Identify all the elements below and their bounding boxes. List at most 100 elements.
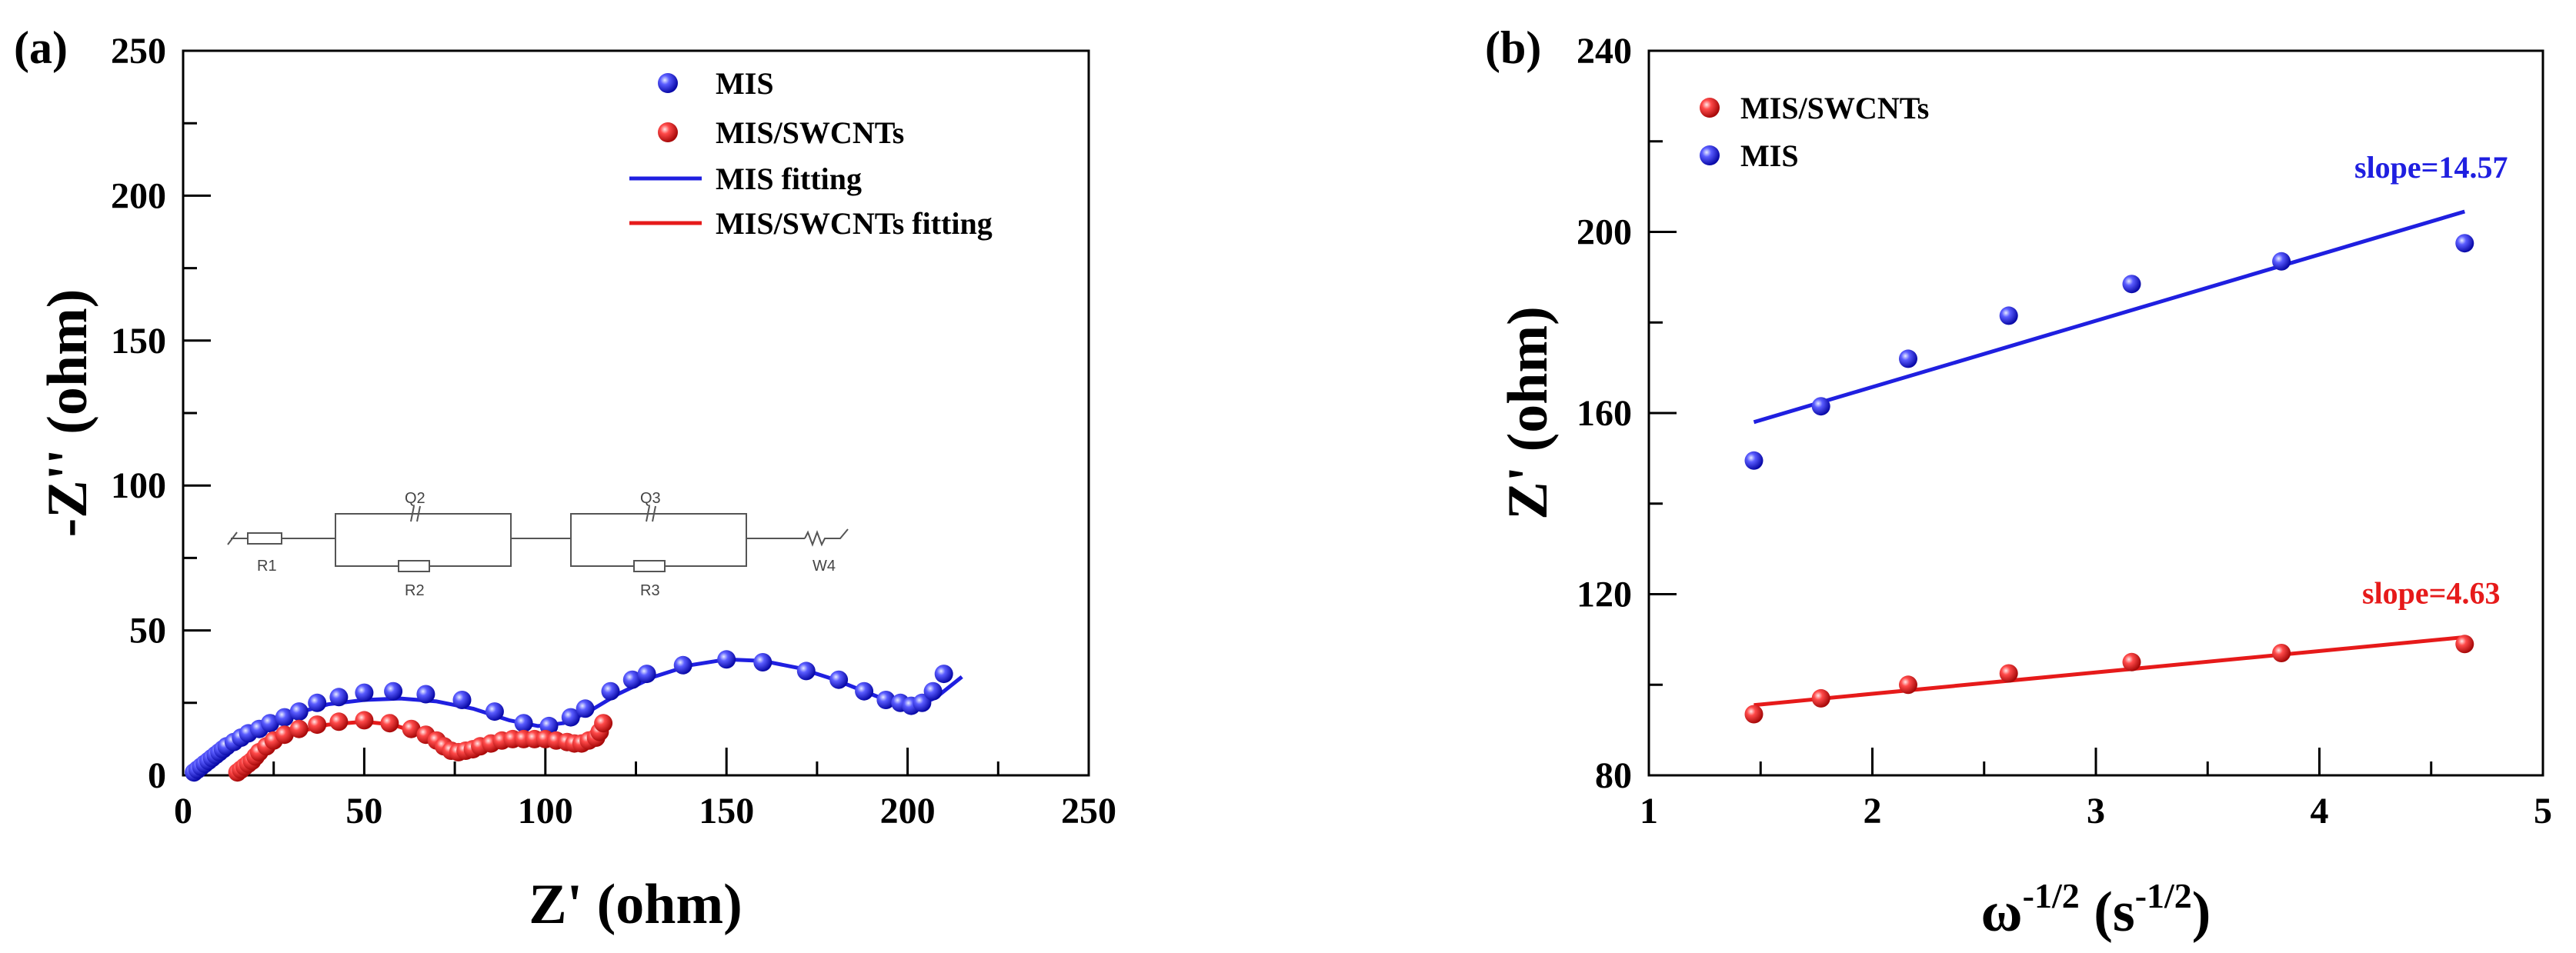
panel-a-frame [182,49,1090,777]
mis-point [753,653,772,671]
legend-marker-mis [658,73,678,93]
mis-swcnts-point [402,719,421,738]
mis-fit-line [1753,209,2466,425]
mis-point [308,693,327,712]
x-tick-label: 3 [2087,791,2105,831]
mis-point [913,693,932,712]
y-tick-label: 200 [1577,212,1632,253]
mis-point [384,681,403,701]
circuit-label-q2: Q2 [405,490,425,507]
mis-swcnts-point [1744,705,1763,724]
panel-b-legend: MIS/SWCNTs MIS [1700,91,1929,173]
mis-swcnts-point [329,712,349,731]
x-tick-label: 100 [518,791,573,831]
mis-point [2455,234,2474,253]
mis-point [289,702,309,721]
mis-point [934,665,953,684]
y-tick-label: 240 [1577,31,1632,72]
legend-label-mis: MIS [716,66,774,101]
mis-swcnts-point [289,719,309,738]
legend-label-mis-swcnts-fitting: MIS/SWCNTs fitting [716,206,993,241]
circuit-resistor-r2 [398,560,430,572]
y-tick-label: 80 [1595,755,1632,796]
mis-point [601,681,620,701]
mis-point [796,661,816,681]
mis-point [261,714,279,733]
circuit-parallel-block-2 [570,513,747,567]
y-tick-label: 250 [111,31,166,72]
mis-point [329,688,349,707]
x-axis-exponent: -1/2 [2023,876,2080,915]
mis-point [622,670,642,689]
y-tick-label: 50 [129,611,166,651]
panel-b-label: (b) [1485,22,1541,73]
mis-point [576,699,595,718]
mis-swcnts-point [1999,664,2018,683]
mis-swcnts-point [2122,652,2141,671]
slope-annotation: slope=4.63 [2362,575,2500,610]
mis-swcnts-point [594,714,613,733]
mis-point [1744,451,1763,470]
mis-point [829,670,849,689]
x-tick-label: 150 [699,791,754,831]
mis-point [717,650,736,669]
circuit-label-q3: Q3 [640,490,661,507]
panel-a-label: (a) [14,22,68,73]
panel-a-tick-labels: 0 50 100 150 200 250 0 50 100 150 200 250 [111,31,1116,831]
x-axis-symbol: ω [1981,881,2023,944]
y-tick-label: 0 [148,755,166,796]
circuit-lead [227,531,238,545]
y-tick-label: 160 [1577,393,1632,434]
legend-marker-mis-swcnts [658,122,678,142]
mis-swcnts-point [380,714,399,733]
equivalent-circuit-labels: R1 Q2 R2 Q3 R3 W4 [257,490,836,599]
mis-swcnts-fit-line [1753,635,2465,708]
mis-point [416,685,435,704]
mis-swcnts-point [1899,675,1917,695]
x-axis-unit: (s [2080,881,2135,944]
x-tick-label: 4 [2311,791,2329,831]
panel-a-y-axis-title: -Z'' (ohm) [36,289,99,538]
mis-swcnts-point [1811,688,1830,708]
equivalent-circuit-inset [227,505,849,572]
mis-point [855,681,874,701]
y-tick-label: 100 [111,465,166,506]
circuit-label-r3: R3 [640,582,660,599]
mis-point [561,708,580,727]
mis-swcnts-point [355,711,374,730]
panel-b-annotations: slope=14.57 slope=4.63 [2354,150,2508,610]
panel-a-nyquist-plot: (a) 0 50 100 150 200 250 0 50 100 150 200 250 Z' (o… [14,22,1116,936]
circuit-resistor-r1 [247,532,282,545]
mis-point [355,683,374,702]
x-tick-label: 50 [345,791,382,831]
panel-a-legend: MIS MIS/SWCNTs MIS fitting MIS/SWCNTs fi… [629,66,993,241]
mis-swcnts-point [275,725,294,745]
mis-point [2122,275,2141,294]
mis-point [2272,252,2291,271]
x-tick-label: 1 [1640,791,1658,831]
mis-point [1811,397,1830,416]
circuit-resistor-r3 [633,560,666,572]
x-axis-unit-exponent: -1/2 [2135,876,2192,915]
x-tick-label: 2 [1864,791,1882,831]
panel-a-x-axis-title: Z' (ohm) [529,873,742,936]
legend-label-mis: MIS [1740,138,1799,173]
panel-b-ticks [1647,49,2544,777]
mis-point [514,714,533,733]
y-tick-label: 150 [111,321,166,362]
mis-swcnts-point [2272,644,2291,662]
circuit-warburg-w4 [804,528,849,547]
y-tick-label: 120 [1577,575,1632,615]
panel-a-ticks [182,49,1090,777]
mis-point [923,681,943,701]
legend-marker-mis [1700,145,1720,165]
legend-label-mis-swcnts: MIS/SWCNTs [1740,91,1929,125]
legend-label-mis-fitting: MIS fitting [716,162,862,196]
mis-swcnts-point [308,715,327,735]
circuit-label-r2: R2 [405,582,425,599]
mis-swcnts-point [2455,635,2474,654]
x-tick-label: 0 [174,791,192,831]
x-tick-label: 200 [880,791,936,831]
